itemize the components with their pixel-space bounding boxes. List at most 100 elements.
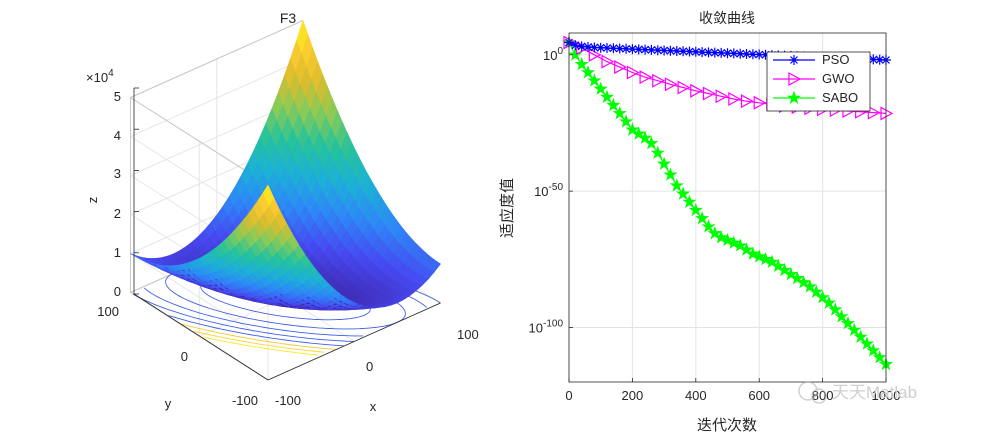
data-point-sabo: [638, 130, 653, 144]
data-point-pso: [697, 47, 708, 58]
data-point-sabo: [625, 122, 640, 136]
watermark-text: 天天Matlab: [832, 383, 917, 402]
data-point-sabo: [815, 290, 830, 304]
data-point-sabo: [580, 65, 596, 79]
data-point-sabo: [853, 329, 868, 344]
z-tick-label: 3: [114, 166, 121, 181]
data-point-sabo: [866, 343, 881, 357]
convergence-y-label: 适应度值: [498, 178, 516, 238]
data-point-sabo: [714, 230, 729, 244]
data-point-sabo: [701, 219, 716, 233]
x-tick-label: 400: [685, 388, 707, 403]
data-point-sabo: [859, 336, 875, 350]
z-tick-label: 1: [114, 245, 121, 260]
data-point-sabo: [834, 309, 849, 323]
convergence-x-ticks: 0 200 400 600 800 1000: [565, 378, 900, 403]
data-point-sabo: [619, 114, 634, 128]
data-point-pso: [703, 47, 714, 58]
contour-line: [419, 301, 427, 308]
convergence-axes-box: [568, 32, 887, 383]
x-axis-line: [267, 302, 441, 381]
convergence-title: 收敛曲线: [699, 11, 755, 27]
data-point-sabo: [771, 258, 786, 273]
z-tick-label: 5: [114, 89, 121, 104]
data-point-sabo: [707, 225, 722, 240]
data-point-sabo: [606, 97, 621, 112]
x-tick-label: 0: [565, 388, 572, 403]
contour-line: [132, 293, 355, 342]
data-point-pso: [678, 46, 689, 57]
data-point-sabo: [682, 194, 697, 209]
data-point-sabo: [612, 105, 627, 120]
y-axis-line: [133, 293, 269, 381]
data-point-pso: [747, 49, 758, 60]
data-point-sabo: [821, 295, 836, 309]
legend-label-gwo: GWO: [822, 71, 855, 86]
surface-axis-lines: [133, 87, 441, 381]
data-point-pso: [874, 54, 885, 65]
data-point-gwo: [702, 86, 716, 101]
surface-box-edge: [130, 20, 304, 98]
data-point-sabo: [593, 81, 608, 95]
data-point-gwo: [664, 77, 678, 92]
data-point-pso: [595, 42, 606, 53]
surface-plot-f3: F3 0 1 2 3 4 5 ×104 z 100 0 -100 y -100 …: [85, 10, 479, 414]
data-point-pso: [789, 55, 799, 65]
data-point-pso: [671, 46, 682, 56]
data-point-pso: [709, 47, 720, 58]
data-point-sabo: [739, 242, 754, 256]
y-tick-label: -100: [232, 393, 258, 408]
data-point-sabo: [650, 145, 665, 159]
legend-box: [766, 51, 871, 112]
data-point-sabo: [644, 135, 659, 150]
x-tick-label: 600: [748, 388, 770, 403]
x-tick-label: -100: [275, 393, 301, 408]
data-point-sabo: [764, 254, 779, 269]
data-point-pso: [684, 46, 695, 57]
z-tick-label: 4: [114, 128, 121, 143]
data-point-gwo: [740, 94, 754, 109]
watermark-logo-icon: [798, 381, 827, 404]
data-point-sabo: [786, 90, 802, 105]
x-axis-label: x: [370, 399, 377, 414]
contour-line: [181, 323, 336, 350]
data-point-pso: [722, 48, 733, 59]
data-point-sabo: [688, 202, 703, 217]
data-point-gwo: [788, 71, 802, 87]
data-point-pso: [614, 43, 625, 54]
legend: PSO GWO SABO: [766, 51, 871, 112]
data-point-pso: [760, 49, 771, 60]
data-point-pso: [627, 44, 638, 55]
data-point-pso: [868, 54, 879, 65]
data-point-sabo: [631, 126, 646, 140]
data-point-sabo: [720, 232, 735, 247]
x-tick-label: 0: [366, 359, 373, 374]
data-point-sabo: [783, 266, 798, 281]
data-point-gwo: [880, 106, 894, 121]
data-point-sabo: [574, 56, 589, 71]
z-axis-label: z: [85, 197, 100, 204]
data-point-gwo: [614, 60, 627, 75]
data-point-sabo: [752, 249, 767, 263]
x-tick-label: 200: [622, 388, 644, 403]
y-tick-label: 100: [97, 304, 119, 319]
data-point-pso: [602, 43, 612, 53]
data-point-pso: [716, 47, 727, 58]
data-point-sabo: [828, 302, 843, 316]
data-point-pso: [690, 46, 701, 57]
z-tick-label: 0: [114, 284, 121, 299]
data-point-sabo: [733, 238, 748, 252]
data-point-sabo: [758, 251, 773, 266]
contour-line: [193, 330, 325, 353]
data-point-sabo: [809, 284, 824, 299]
data-point-pso: [735, 48, 746, 59]
data-point-pso: [621, 43, 632, 54]
data-point-gwo: [867, 105, 881, 120]
data-point-sabo: [657, 156, 672, 170]
data-point-sabo: [669, 178, 684, 192]
data-point-sabo: [872, 350, 887, 364]
data-point-pso: [608, 43, 619, 54]
data-point-sabo: [840, 315, 855, 330]
data-point-pso: [640, 44, 651, 55]
